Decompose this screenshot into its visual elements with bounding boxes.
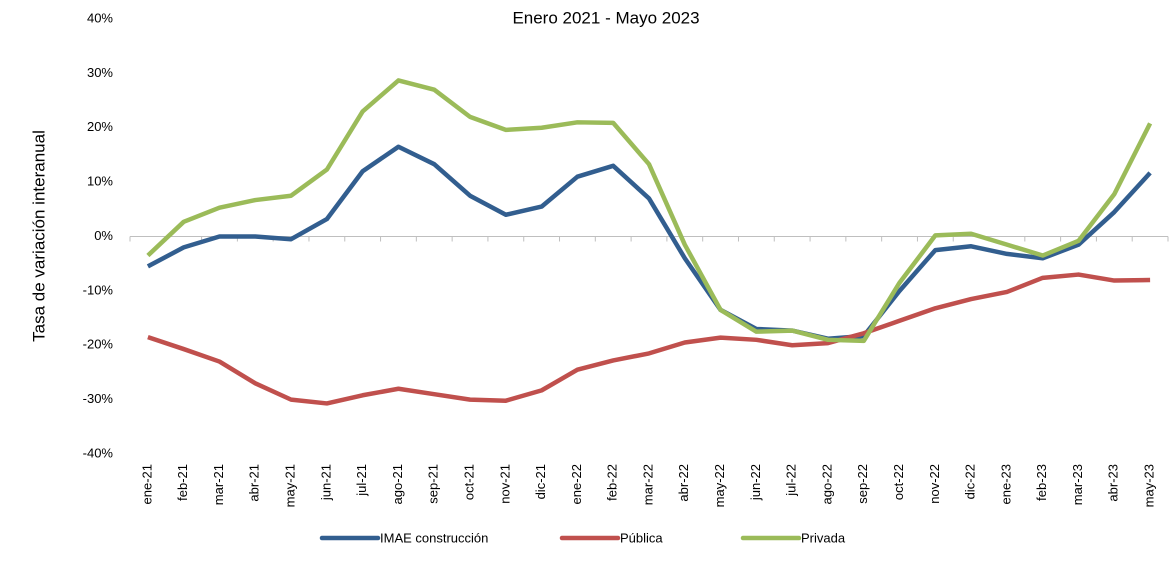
x-tick-label: abr-21 [247,464,262,502]
x-tick-label: jun-21 [318,464,333,501]
x-tick-label: jun-22 [748,464,763,501]
x-tick-label: abr-22 [676,464,691,502]
x-tick-label: ene-21 [139,464,154,504]
x-tick-label: may-23 [1142,464,1157,507]
legend-label: Pública [620,530,663,545]
x-tick-label: jul-22 [784,464,799,497]
legend-label: IMAE construcción [380,530,488,545]
y-tick-label: 20% [87,119,113,134]
x-tick-label: may-22 [712,464,727,507]
line-series [147,272,1151,406]
y-tick-label: 30% [87,65,113,80]
x-tick-label: sep-22 [855,464,870,504]
x-tick-label: mar-22 [640,464,655,505]
x-tick-label: feb-22 [605,464,620,501]
x-tick-label: sep-21 [426,464,441,504]
line-series [146,144,1152,341]
line-series [146,78,1153,344]
y-tick-label: 0% [94,228,113,243]
x-tick-label: mar-21 [211,464,226,505]
x-tick-label: oct-22 [891,464,906,500]
legend-label: Privada [801,530,846,545]
y-tick-label: 40% [87,10,113,25]
x-tick-label: abr-23 [1106,464,1121,502]
y-tick-label: -20% [83,337,114,352]
x-tick-label: dic-22 [963,464,978,499]
x-tick-label: feb-23 [1034,464,1049,501]
x-tick-label: nov-22 [927,464,942,504]
x-tick-label: feb-21 [175,464,190,501]
x-tick-label: mar-23 [1070,464,1085,505]
x-tick-label: ago-22 [819,464,834,504]
y-axis-label: Tasa de variación interanual [29,130,48,342]
x-tick-label: nov-21 [497,464,512,504]
x-tick-label: may-21 [283,464,298,507]
x-tick-label: jul-21 [354,464,369,497]
x-tick-label: ene-23 [998,464,1013,504]
x-tick-label: oct-21 [461,464,476,500]
y-tick-label: -10% [83,282,114,297]
y-tick-label: -30% [83,391,114,406]
y-tick-label: -40% [83,445,114,460]
chart-title: Enero 2021 - Mayo 2023 [512,8,699,27]
x-tick-label: dic-21 [533,464,548,499]
x-tick-label: ene-22 [569,464,584,504]
x-tick-label: ago-21 [390,464,405,504]
y-tick-label: 10% [87,174,113,189]
